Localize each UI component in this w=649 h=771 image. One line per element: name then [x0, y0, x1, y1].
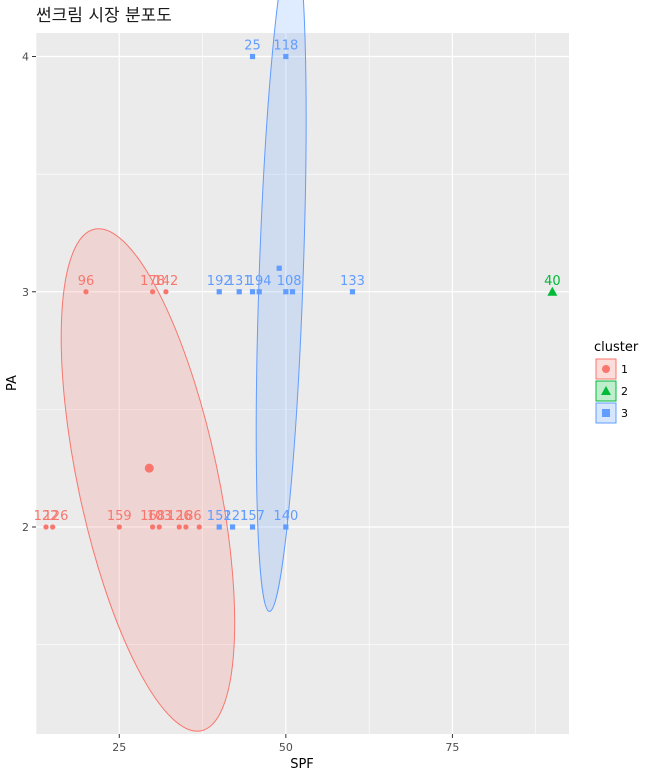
data-point: [289, 289, 296, 295]
point-label: 96: [78, 274, 95, 289]
data-points: [43, 53, 558, 530]
data-point: [149, 524, 156, 530]
data-point: [156, 524, 162, 530]
data-point: [116, 524, 122, 530]
point-label: 25: [244, 39, 261, 54]
data-point: [249, 289, 256, 295]
point-label: 103: [147, 509, 172, 524]
point-label: 118: [273, 39, 298, 54]
y-tick-label: 3: [22, 286, 29, 299]
data-point: [183, 524, 189, 530]
point-label: 126: [44, 509, 69, 524]
data-point: [176, 524, 182, 530]
y-tick-label: 2: [22, 521, 29, 534]
data-point: [547, 286, 558, 296]
chart-title: 썬크림 시장 분포도: [36, 6, 172, 26]
legend-glyph: [602, 365, 610, 373]
point-label: 126: [167, 509, 192, 524]
legend-label-1: 1: [621, 363, 628, 376]
point-label: 108: [277, 274, 302, 289]
point-label: 133: [340, 274, 365, 289]
point-label: 122: [34, 509, 59, 524]
data-point: [216, 289, 222, 295]
data-point: [249, 53, 256, 60]
point-label: 168: [140, 509, 165, 524]
cluster-ellipse: [255, 0, 307, 612]
point-label: 121: [223, 509, 248, 524]
x-axis-title: SPF: [290, 757, 314, 771]
data-point: [283, 289, 289, 295]
legend-glyph: [602, 409, 610, 417]
legend-label-3: 3: [621, 407, 628, 420]
data-point: [50, 524, 56, 530]
x-tick-label: 25: [112, 741, 126, 754]
data-point: [236, 289, 242, 295]
cluster-centroids: [144, 463, 154, 473]
data-point: [283, 524, 289, 530]
data-point: [229, 524, 236, 530]
data-point: [163, 289, 169, 295]
point-label: 194: [247, 274, 272, 289]
data-point: [256, 289, 262, 295]
y-axis-ticks: 2 3 4: [22, 51, 36, 534]
cluster-ellipses: [60, 0, 307, 732]
legend-title: cluster: [594, 340, 639, 355]
data-point: [216, 524, 222, 530]
data-point: [196, 524, 202, 530]
point-label: 186: [177, 509, 202, 524]
data-point: [283, 53, 289, 60]
x-tick-label: 75: [445, 741, 459, 754]
y-tick-label: 4: [22, 51, 29, 64]
point-label: 192: [207, 274, 232, 289]
point-label: 157: [240, 509, 265, 524]
point-label: 140: [273, 509, 298, 524]
point-label: 159: [107, 509, 132, 524]
data-point: [349, 289, 356, 295]
x-tick-label: 50: [279, 741, 293, 754]
point-label: 40: [544, 274, 561, 289]
legend: cluster 1 2 3: [594, 340, 639, 424]
legend-label-2: 2: [621, 385, 628, 398]
y-axis-title: PA: [5, 375, 20, 391]
centroid-point: [144, 463, 154, 473]
data-point: [83, 289, 89, 295]
data-point: [149, 289, 156, 295]
grid-lines: [35, 33, 569, 734]
plot-panel: [36, 33, 569, 734]
data-point: [276, 265, 282, 271]
data-point: [43, 524, 49, 530]
point-label: 152: [207, 509, 232, 524]
point-label: 178: [140, 274, 165, 289]
cluster-ellipse: [60, 228, 236, 732]
point-label: 131: [227, 274, 252, 289]
data-point: [249, 524, 256, 530]
point-label: 142: [154, 274, 179, 289]
x-axis-ticks: 25 50 75: [112, 734, 459, 754]
legend-glyph: [601, 386, 611, 395]
